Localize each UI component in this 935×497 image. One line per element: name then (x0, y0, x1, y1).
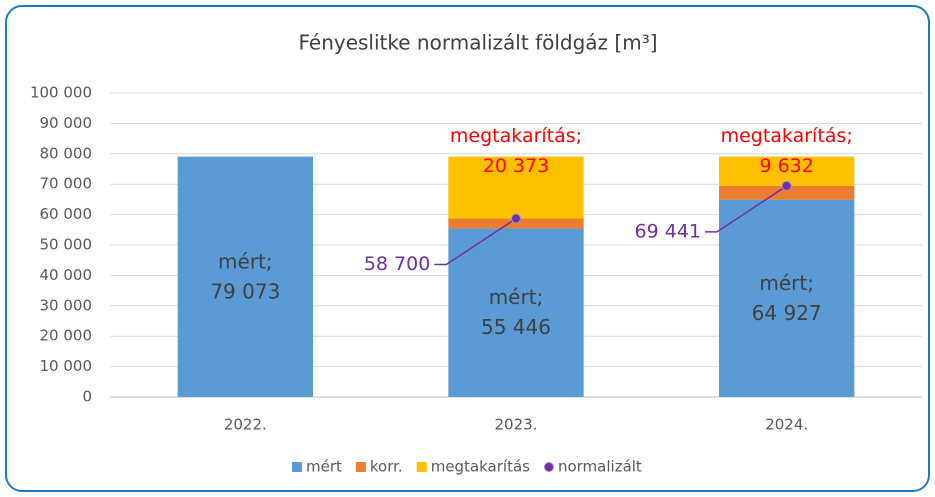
y-tick-label: 20 000 (40, 327, 93, 345)
x-tick-label: 2023. (495, 416, 538, 434)
data-label: 64 927 (752, 301, 822, 325)
legend-label: korr. (370, 458, 403, 476)
legend-label: normalizált (558, 458, 642, 476)
legend-label: mért (306, 458, 342, 476)
chart-title: Fényeslitke normalizált földgáz [m³] (298, 31, 657, 55)
bar-segment (448, 228, 584, 397)
x-tick-label: 2022. (224, 416, 267, 434)
y-tick-label: 100 000 (30, 84, 92, 102)
data-label: mért; (759, 271, 814, 295)
y-tick-label: 70 000 (40, 175, 93, 193)
point-marker (781, 180, 792, 191)
data-label: mért; (489, 285, 544, 309)
data-label: 9 632 (759, 155, 813, 177)
y-tick-label: 10 000 (40, 357, 93, 375)
data-label: megtakarítás; (450, 125, 582, 147)
y-tick-label: 30 000 (40, 296, 93, 314)
bar-segment (719, 199, 855, 397)
legend-swatch (416, 462, 427, 472)
point-marker (511, 213, 521, 224)
data-label: 20 373 (483, 155, 549, 177)
x-tick-label: 2024. (765, 416, 808, 434)
y-tick-label: 90 000 (40, 114, 93, 132)
bar-segment (719, 185, 855, 200)
bar-segment (177, 156, 313, 397)
leader-line (434, 217, 517, 266)
legend-marker (543, 462, 554, 472)
data-label: 79 073 (210, 279, 280, 303)
legend-label: megtakarítás (431, 458, 530, 476)
leader-line (705, 185, 788, 233)
y-tick-label: 0 (82, 388, 92, 406)
y-tick-label: 80 000 (40, 144, 93, 162)
data-label: 69 441 (635, 220, 701, 242)
data-label: 58 700 (364, 253, 430, 275)
data-label: 55 446 (481, 315, 551, 339)
data-label: megtakarítás; (721, 125, 853, 147)
bar-segment (448, 156, 584, 219)
y-tick-label: 60 000 (40, 205, 93, 223)
legend-swatch (292, 462, 302, 472)
y-tick-label: 40 000 (40, 266, 93, 284)
y-tick-label: 50 000 (40, 236, 93, 254)
legend-swatch (355, 462, 366, 472)
data-label: mért; (218, 249, 273, 273)
